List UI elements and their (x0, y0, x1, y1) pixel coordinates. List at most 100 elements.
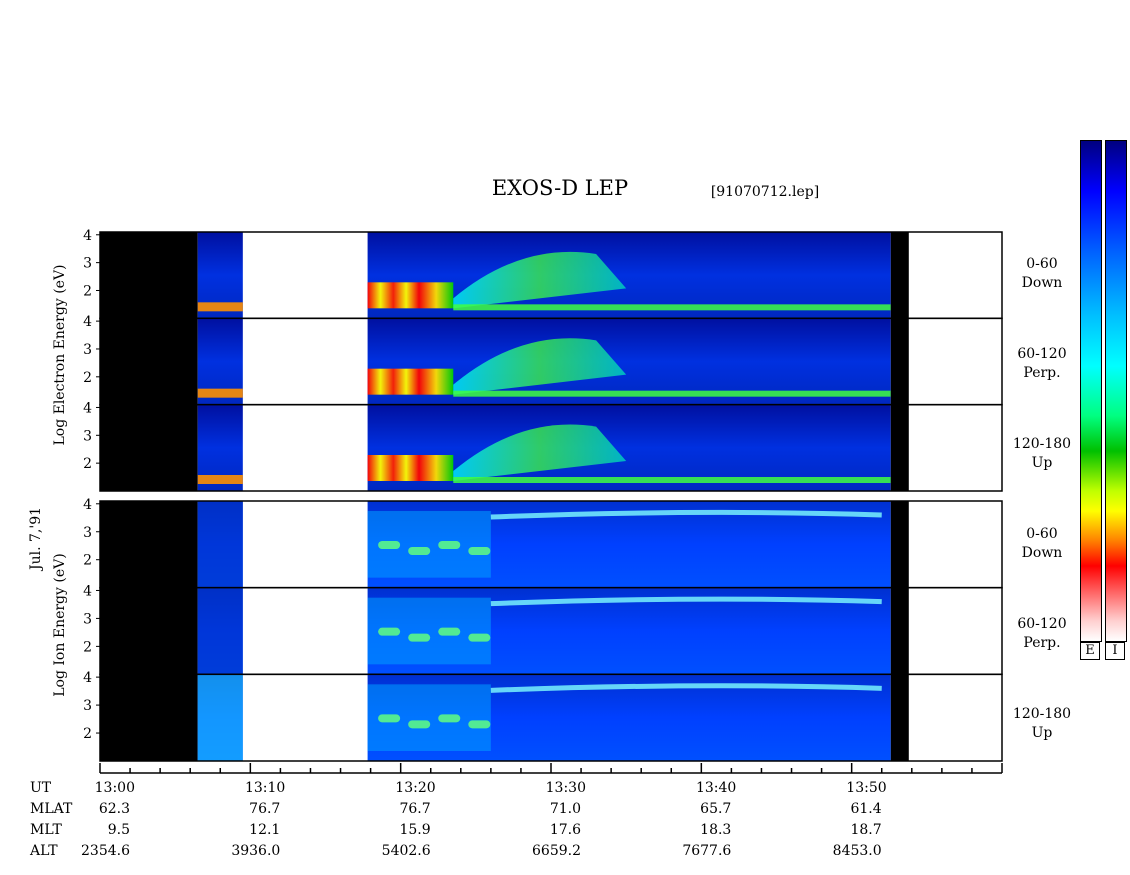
ion-band-3-nodata-4 (890, 674, 909, 761)
electron-band-3-range: 120-180 (1012, 436, 1072, 452)
electron-band-2-dir: Perp. (1023, 365, 1061, 381)
row-ut-value-1: 13:10 (244, 780, 286, 796)
colorbar-ion (1105, 140, 1127, 642)
electron-band-1-low-line (453, 304, 891, 311)
row-name-ut: UT (30, 780, 52, 796)
electron-band-2-ytick-label-3: 3 (83, 342, 92, 358)
row-alt-value-4: 7677.6 (682, 843, 732, 859)
ion-band-3-nodata-0 (100, 674, 198, 761)
electron-band-1-label: 0-60 Down (1002, 255, 1082, 293)
colorbar-electron (1080, 140, 1102, 642)
row-mlat-value-3: 71.0 (549, 801, 581, 817)
electron-band-1-range: 0-60 (1026, 256, 1058, 272)
ion-band-2-ytick-label-4: 4 (83, 583, 92, 599)
ion-band-1-nodata-0 (100, 501, 198, 588)
ion-band-1-ytick-label-3: 3 (83, 525, 92, 541)
ion-band-2-nodata-0 (100, 587, 198, 675)
row-mlt-value-3: 17.6 (549, 822, 581, 838)
ion-band-3-label: 120-180 Up (1002, 705, 1082, 743)
row-mlat-value-0: 62.3 (98, 801, 130, 817)
ion-band-3-short-ion (197, 674, 243, 761)
row-alt-value-1: 3936.0 (231, 843, 281, 859)
ion-band-3-range: 120-180 (1012, 706, 1072, 722)
row-ut-value-2: 13:20 (395, 780, 436, 796)
file-name: [91070712.lep] (710, 184, 820, 200)
electron-band-2-ytick-label-2: 2 (83, 370, 92, 386)
ion-band-1-nodata-4 (890, 501, 909, 588)
plot-title: EXOS-D LEP (491, 176, 629, 200)
electron-band-3-frame (99, 403, 1003, 492)
ion-band-1-ytick-label-4: 4 (83, 497, 92, 513)
ion-band-3-ion-blob-1 (408, 720, 431, 729)
row-mlt-value-5: 18.7 (850, 822, 882, 838)
ion-band-2-ytick-label-2: 2 (83, 639, 92, 655)
colorbar-electron-label: E (1080, 642, 1100, 660)
electron-band-3-ytick-label-2: 2 (83, 456, 92, 472)
electron-band-3-low-line (453, 477, 891, 483)
electron-band-3-dir: Up (1031, 455, 1053, 471)
ion-band-3-ion-blob-0 (378, 714, 401, 723)
ion-band-2-nodata-4 (890, 587, 909, 675)
row-mlat-value-4: 65.7 (700, 801, 732, 817)
electron-band-2-ytick-label-4: 4 (83, 314, 92, 330)
ion-band-2-ion-blob-3 (468, 633, 491, 642)
row-mlat-value-1: 76.7 (249, 801, 281, 817)
row-mlt-value-2: 15.9 (399, 822, 431, 838)
row-ut-value-5: 13:50 (846, 780, 887, 796)
ion-band-2-ytick-label-3: 3 (83, 611, 92, 627)
ion-band-1-dir: Down (1021, 545, 1063, 561)
electron-band-3-hot-region (367, 455, 454, 481)
ion-band-3-ion-blob-3 (468, 720, 491, 729)
ion-band-2-short-ion (197, 587, 243, 675)
row-mlat-value-2: 76.7 (399, 801, 431, 817)
ion-band-1-short-ion (197, 501, 243, 588)
electron-band-3-arc (453, 424, 627, 481)
ion-band-1-ion-streak (490, 509, 882, 520)
electron-band-3-ytick-label-4: 4 (83, 400, 92, 416)
electron-band-1-arc (453, 251, 627, 309)
ion-band-2-range: 60-120 (1017, 616, 1067, 632)
electron-band-2-short-hot (197, 388, 243, 398)
electron-band-2-label: 60-120 Perp. (1002, 345, 1082, 383)
electron-band-2-low-line (453, 390, 891, 397)
row-alt-value-0: 2354.6 (81, 843, 130, 859)
ion-band-1-ytick-label-2: 2 (83, 553, 92, 569)
ion-band-3-ion-blob-2 (438, 714, 461, 723)
electron-band-3-short-hot (197, 475, 243, 484)
row-mlt-value-0: 9.5 (107, 822, 130, 838)
ion-band-2-ion-blob-2 (438, 627, 461, 636)
electron-band-1-nodata-0 (100, 232, 198, 319)
ion-band-3-ytick-label-2: 2 (83, 726, 92, 742)
ion-band-3-frame (99, 673, 1003, 762)
electron-band-2-range: 60-120 (1017, 346, 1067, 362)
row-alt-value-3: 6659.2 (532, 843, 581, 859)
ion-band-1-ion-blob-1 (408, 547, 431, 555)
electron-band-2-nodata-4 (890, 318, 909, 405)
electron-band-1-short-hot (197, 302, 243, 312)
ion-band-3-ytick-label-4: 4 (83, 670, 92, 686)
row-name-alt: ALT (30, 843, 58, 859)
row-ut-value-3: 13:30 (545, 780, 586, 796)
row-ut-value-4: 13:40 (695, 780, 737, 796)
electron-band-3-nodata-0 (100, 404, 198, 491)
electron-band-1-nodata-4 (890, 232, 909, 319)
row-mlt-value-1: 12.1 (249, 822, 281, 838)
ion-band-3-dir: Up (1031, 725, 1053, 741)
electron-band-2-nodata-0 (100, 318, 198, 405)
colorbar-ion-label: I (1105, 642, 1125, 660)
row-alt-value-2: 5402.6 (381, 843, 431, 859)
ion-band-2-ion-streak (490, 596, 882, 607)
electron-band-3-label: 120-180 Up (1002, 435, 1082, 473)
ion-band-3-ytick-label-3: 3 (83, 698, 92, 714)
ion-band-2-label: 60-120 Perp. (1002, 615, 1082, 653)
electron-band-1-dir: Down (1021, 275, 1063, 291)
electron-band-1-ytick-label-2: 2 (83, 283, 92, 299)
row-name-mlt: MLT (30, 822, 62, 838)
electron-band-1-hot-region (367, 282, 454, 309)
ion-band-1-label: 0-60 Down (1002, 525, 1082, 563)
ion-band-1-ion-blob-3 (468, 547, 491, 555)
row-alt-value-5: 8453.0 (832, 843, 882, 859)
electron-band-3-nodata-4 (890, 404, 909, 491)
ion-band-1-range: 0-60 (1026, 526, 1058, 542)
